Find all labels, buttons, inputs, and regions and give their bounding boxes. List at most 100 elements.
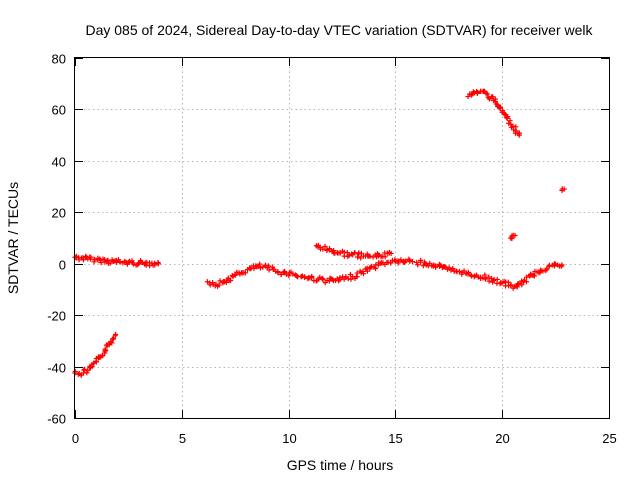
data-point xyxy=(290,271,296,277)
trace-marker xyxy=(152,262,158,268)
trace-marker xyxy=(117,258,123,265)
trace-marker xyxy=(348,276,354,282)
trace-marker xyxy=(358,250,365,256)
trace-marker xyxy=(102,347,109,354)
trace-marker xyxy=(242,270,248,276)
y-axis-label: SDTVAR / TECUs xyxy=(5,182,21,294)
y-tick-label: -60 xyxy=(47,412,66,427)
trace-marker xyxy=(107,260,113,266)
trace-marker xyxy=(232,272,238,279)
y-tick-label: 40 xyxy=(52,155,66,170)
trace-marker xyxy=(486,274,492,280)
x-tick-label: 5 xyxy=(179,431,186,446)
trace-marker xyxy=(217,278,223,284)
trace-marker xyxy=(326,247,332,253)
x-axis-label: GPS time / hours xyxy=(287,457,394,473)
trace-marker xyxy=(320,276,326,282)
trace-marker xyxy=(266,267,272,273)
x-tick-label: 10 xyxy=(282,431,296,446)
data-point xyxy=(559,262,565,268)
data-point xyxy=(112,331,119,338)
trace-marker xyxy=(493,101,499,107)
y-tick-label: -20 xyxy=(47,309,66,324)
trace-marker xyxy=(489,94,495,100)
trace-marker xyxy=(360,271,367,277)
data-point xyxy=(465,93,471,100)
x-tick-label: 20 xyxy=(495,431,509,446)
trace-marker xyxy=(265,263,271,269)
trace-marker xyxy=(286,273,292,279)
trace-marker xyxy=(275,269,281,276)
data-point xyxy=(155,261,161,267)
trace-marker xyxy=(302,274,308,280)
trace-marker xyxy=(367,253,373,259)
y-tick-label: 20 xyxy=(52,206,66,221)
y-tick-label: 0 xyxy=(59,258,66,273)
trace-marker xyxy=(257,265,264,271)
trace-marker xyxy=(91,256,98,263)
trace-marker xyxy=(482,276,489,282)
trace-marker xyxy=(474,90,480,96)
chart-title: Day 085 of 2024, Sidereal Day-to-day VTE… xyxy=(85,22,593,38)
trace-marker xyxy=(465,269,471,275)
data-point xyxy=(409,259,416,265)
trace-marker xyxy=(278,271,284,278)
trace-marker xyxy=(508,282,514,288)
trace-marker xyxy=(530,272,537,278)
trace-marker xyxy=(519,282,525,288)
data-point xyxy=(85,367,91,374)
trace-marker xyxy=(523,274,530,280)
grid-lines xyxy=(75,58,609,418)
trace-marker xyxy=(110,336,116,342)
trace-marker xyxy=(504,115,510,121)
x-axis-ticks: 0 5 10 15 20 25 xyxy=(72,58,617,446)
trace-marker xyxy=(509,235,515,242)
trace-marker xyxy=(415,262,421,268)
trace-marker xyxy=(309,273,315,280)
trace-marker xyxy=(82,366,88,372)
trace-marker xyxy=(358,255,364,261)
trace-marker xyxy=(354,254,361,260)
trace-marker xyxy=(388,260,394,266)
trace-marker xyxy=(513,128,519,134)
x-tick-label: 25 xyxy=(602,431,616,446)
trace-marker xyxy=(330,276,336,283)
trace-marker xyxy=(109,340,115,346)
y-tick-label: 60 xyxy=(52,103,66,118)
trace-marker xyxy=(216,282,222,288)
trace-marker xyxy=(523,279,529,285)
trace-marker xyxy=(348,251,355,257)
trace-marker xyxy=(319,275,325,282)
plot-frame xyxy=(74,57,610,419)
trace-marker xyxy=(432,264,439,270)
data-point xyxy=(456,268,463,275)
trace-marker xyxy=(293,273,300,279)
data-point xyxy=(561,186,567,192)
trace-marker xyxy=(507,118,513,124)
data-point xyxy=(510,123,516,129)
data-point xyxy=(484,91,490,97)
data-point xyxy=(516,132,522,138)
trace-marker xyxy=(368,263,375,269)
trace-marker xyxy=(392,257,398,263)
trace-marker xyxy=(257,261,263,267)
trace-marker xyxy=(492,98,499,105)
trace-marker xyxy=(531,273,537,279)
data-series xyxy=(72,88,567,378)
trace-marker xyxy=(227,277,234,284)
trace-marker xyxy=(72,368,78,375)
trace-marker xyxy=(135,260,142,267)
trace-marker xyxy=(322,243,328,250)
x-tick-label: 15 xyxy=(388,431,402,446)
trace-marker xyxy=(98,260,104,266)
data-point xyxy=(512,232,518,239)
trace-marker xyxy=(315,244,321,250)
data-point xyxy=(388,250,394,257)
trace-marker xyxy=(511,127,517,133)
trace-marker xyxy=(80,257,87,263)
trace-marker xyxy=(364,265,370,271)
trace-marker xyxy=(88,254,94,260)
trace-marker xyxy=(497,104,504,110)
